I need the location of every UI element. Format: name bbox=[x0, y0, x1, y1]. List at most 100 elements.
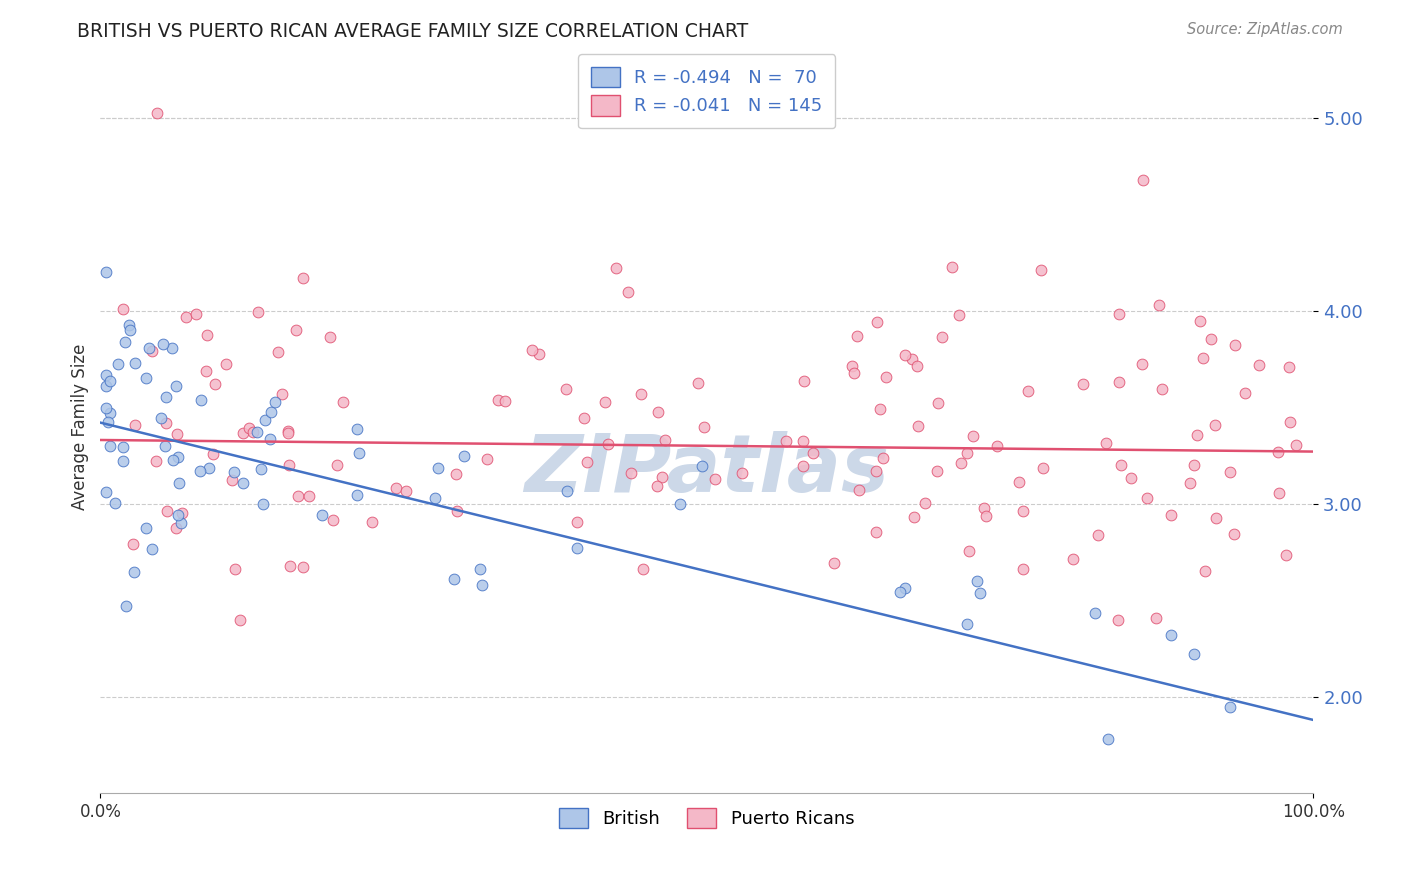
Point bbox=[204, 376, 226, 391]
Point bbox=[692, 458, 714, 473]
Point bbox=[165, 521, 187, 535]
Legend: British, Puerto Ricans: British, Puerto Ricans bbox=[553, 800, 862, 836]
Point bbox=[270, 387, 292, 401]
Point bbox=[905, 359, 928, 374]
Point bbox=[654, 434, 676, 448]
Point bbox=[647, 405, 669, 419]
Point bbox=[866, 315, 889, 329]
Point bbox=[115, 599, 138, 613]
Point bbox=[322, 513, 344, 527]
Point bbox=[865, 525, 887, 540]
Point bbox=[224, 562, 246, 576]
Point bbox=[914, 496, 936, 510]
Point bbox=[1275, 548, 1298, 562]
Point bbox=[385, 481, 408, 495]
Point bbox=[1191, 351, 1213, 365]
Point bbox=[162, 453, 184, 467]
Point bbox=[605, 261, 627, 276]
Point bbox=[446, 504, 468, 518]
Point bbox=[145, 453, 167, 467]
Point bbox=[957, 544, 980, 558]
Text: BRITISH VS PUERTO RICAN AVERAGE FAMILY SIZE CORRELATION CHART: BRITISH VS PUERTO RICAN AVERAGE FAMILY S… bbox=[77, 22, 748, 41]
Point bbox=[620, 466, 643, 480]
Point bbox=[232, 475, 254, 490]
Point bbox=[194, 364, 217, 378]
Point bbox=[277, 425, 299, 440]
Point bbox=[155, 390, 177, 404]
Point bbox=[1150, 382, 1173, 396]
Point bbox=[190, 392, 212, 407]
Point bbox=[252, 497, 274, 511]
Point bbox=[332, 395, 354, 409]
Point bbox=[98, 374, 121, 388]
Point bbox=[1062, 552, 1084, 566]
Point bbox=[298, 489, 321, 503]
Point bbox=[1234, 386, 1257, 401]
Point bbox=[1094, 436, 1116, 450]
Point bbox=[572, 410, 595, 425]
Point bbox=[222, 466, 245, 480]
Point bbox=[172, 506, 194, 520]
Point bbox=[98, 406, 121, 420]
Point bbox=[96, 368, 118, 382]
Point bbox=[166, 508, 188, 522]
Point bbox=[1182, 458, 1205, 473]
Point bbox=[669, 497, 692, 511]
Point bbox=[894, 581, 917, 595]
Point bbox=[135, 371, 157, 385]
Point bbox=[956, 617, 979, 632]
Point bbox=[107, 357, 129, 371]
Point bbox=[775, 434, 797, 448]
Point bbox=[253, 413, 276, 427]
Point bbox=[630, 386, 652, 401]
Point bbox=[1011, 504, 1033, 518]
Point bbox=[869, 402, 891, 417]
Point bbox=[468, 562, 491, 576]
Point bbox=[1084, 606, 1107, 620]
Point bbox=[731, 467, 754, 481]
Point bbox=[522, 343, 544, 358]
Point bbox=[1185, 428, 1208, 442]
Point bbox=[1205, 511, 1227, 525]
Point bbox=[1267, 445, 1289, 459]
Point bbox=[1149, 297, 1171, 311]
Point bbox=[188, 464, 211, 478]
Point bbox=[174, 310, 197, 324]
Point bbox=[1108, 375, 1130, 389]
Point bbox=[1071, 377, 1094, 392]
Point bbox=[292, 559, 315, 574]
Point bbox=[195, 327, 218, 342]
Point bbox=[651, 470, 673, 484]
Point bbox=[973, 500, 995, 515]
Point bbox=[319, 330, 342, 344]
Point bbox=[931, 330, 953, 344]
Point bbox=[121, 537, 143, 551]
Point bbox=[865, 465, 887, 479]
Point bbox=[477, 451, 499, 466]
Point bbox=[124, 356, 146, 370]
Point bbox=[141, 541, 163, 556]
Point bbox=[150, 410, 173, 425]
Point bbox=[145, 105, 167, 120]
Point bbox=[966, 574, 988, 588]
Point bbox=[114, 335, 136, 350]
Point bbox=[529, 347, 551, 361]
Point bbox=[1160, 508, 1182, 523]
Point bbox=[264, 395, 287, 409]
Point bbox=[122, 565, 145, 579]
Point bbox=[1204, 417, 1226, 432]
Point bbox=[471, 578, 494, 592]
Point bbox=[1268, 486, 1291, 500]
Point bbox=[1188, 313, 1211, 327]
Point bbox=[1108, 307, 1130, 321]
Point bbox=[347, 445, 370, 459]
Point bbox=[425, 491, 447, 506]
Point bbox=[1249, 358, 1271, 372]
Point bbox=[246, 305, 269, 319]
Point bbox=[278, 558, 301, 573]
Point bbox=[120, 322, 142, 336]
Point bbox=[1097, 731, 1119, 746]
Point bbox=[1144, 611, 1167, 625]
Point bbox=[135, 521, 157, 535]
Point bbox=[96, 484, 118, 499]
